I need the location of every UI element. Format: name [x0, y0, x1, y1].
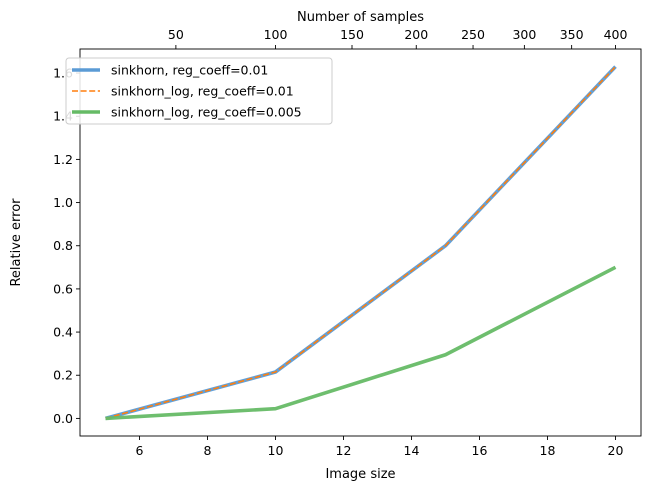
x-tick-label: 14 — [404, 443, 420, 458]
legend: sinkhorn, reg_coeff=0.01 sinkhorn_log, re… — [65, 57, 333, 125]
legend-box — [65, 57, 333, 125]
y-tick-label: 0.6 — [53, 281, 73, 296]
y-tick-label: 0.2 — [53, 368, 73, 383]
top-x-tick-label: 350 — [560, 27, 584, 42]
legend-label-0: sinkhorn, reg_coeff=0.01 — [111, 63, 268, 78]
y-tick-label: 0.4 — [53, 325, 73, 340]
top-x-axis-label: Number of samples — [297, 10, 424, 25]
legend-label-2: sinkhorn_log, reg_coeff=0.005 — [111, 105, 302, 120]
y-tick-label: 1.2 — [53, 152, 73, 167]
x-tick-label: 18 — [540, 443, 556, 458]
x-tick-label: 12 — [336, 443, 352, 458]
top-x-tick-label: 200 — [404, 27, 428, 42]
y-axis-label: Relative error — [9, 198, 24, 287]
top-x-tick-label: 400 — [604, 27, 628, 42]
top-x-axis: 50 100 150 200 250 300 350 400 — [168, 27, 628, 49]
x-axis-label: Image size — [325, 467, 395, 482]
x-tick-label: 8 — [204, 443, 212, 458]
series-line-1 — [105, 66, 617, 420]
series-line-2 — [105, 265, 617, 421]
plot-border — [79, 48, 642, 437]
x-tick-label: 16 — [472, 443, 488, 458]
legend-label-1: sinkhorn_log, reg_coeff=0.01 — [111, 84, 294, 99]
series-layer — [105, 65, 617, 421]
top-x-tick-label: 300 — [512, 27, 536, 42]
x-tick-label: 10 — [268, 443, 284, 458]
plot-frame — [79, 48, 642, 437]
top-x-tick-label: 50 — [168, 27, 184, 42]
bottom-x-axis: 6 8 10 12 14 16 18 20 — [136, 436, 624, 458]
y-tick-label: 0.8 — [53, 238, 73, 253]
x-tick-label: 6 — [136, 443, 144, 458]
top-x-tick-label: 250 — [461, 27, 485, 42]
y-tick-label: 0.0 — [53, 411, 73, 426]
top-x-tick-label: 150 — [340, 27, 364, 42]
y-tick-label: 1.0 — [53, 195, 73, 210]
x-tick-label: 20 — [608, 443, 624, 458]
top-x-tick-label: 100 — [264, 27, 288, 42]
